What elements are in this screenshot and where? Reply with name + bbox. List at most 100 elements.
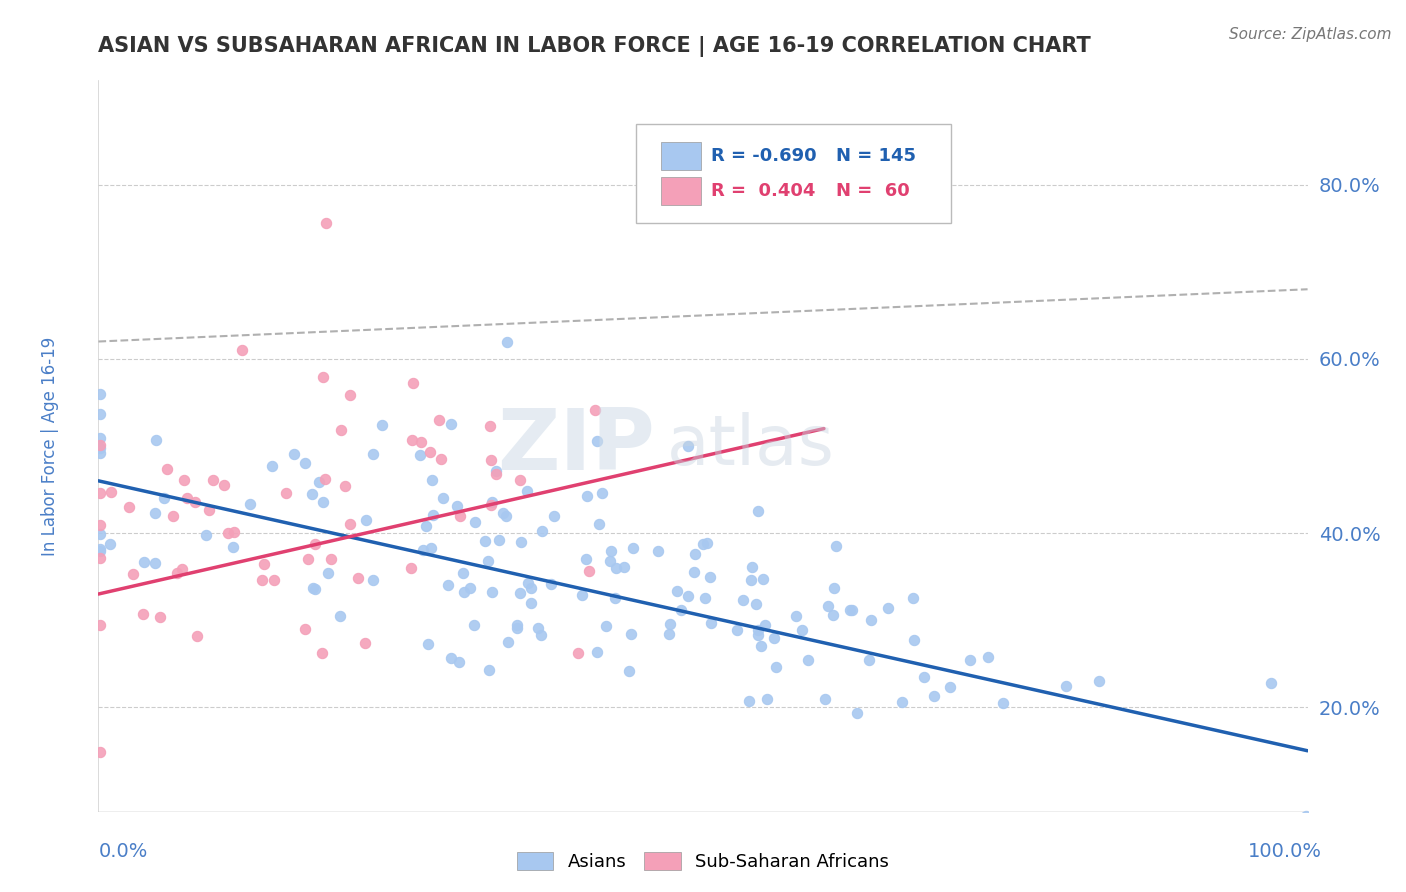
Point <box>543 509 565 524</box>
Point <box>263 573 285 587</box>
Point <box>122 566 145 581</box>
Point <box>599 554 621 568</box>
Point <box>440 417 463 431</box>
Point <box>453 566 475 581</box>
Point <box>747 628 769 642</box>
Point <box>619 665 641 679</box>
Point <box>361 573 384 587</box>
Point <box>274 486 297 500</box>
Point <box>785 609 807 624</box>
Point <box>1295 808 1317 822</box>
Point <box>669 603 692 617</box>
Point <box>401 434 423 448</box>
Point <box>176 491 198 506</box>
Point <box>162 508 184 523</box>
Point <box>294 623 316 637</box>
FancyBboxPatch shape <box>661 177 700 204</box>
Point <box>495 334 517 349</box>
Point <box>858 653 880 667</box>
Point <box>1088 674 1111 689</box>
Point <box>301 581 323 595</box>
Point <box>89 551 111 566</box>
Text: atlas: atlas <box>666 412 835 480</box>
Point <box>131 607 153 621</box>
Point <box>683 547 706 561</box>
Point <box>531 524 554 538</box>
Point <box>492 506 515 520</box>
Point <box>738 694 761 708</box>
Point <box>477 554 499 568</box>
Point <box>301 487 323 501</box>
Point <box>621 541 644 556</box>
Point <box>89 517 111 532</box>
Point <box>89 745 111 759</box>
Point <box>754 617 776 632</box>
Point <box>571 588 593 602</box>
Point <box>89 431 111 445</box>
Point <box>540 577 562 591</box>
Point <box>416 637 439 651</box>
FancyBboxPatch shape <box>661 143 700 170</box>
Point <box>419 541 441 556</box>
Point <box>89 485 111 500</box>
Point <box>520 597 543 611</box>
Point <box>600 543 623 558</box>
Point <box>294 456 316 470</box>
Point <box>527 621 550 635</box>
Point <box>509 585 531 599</box>
Point <box>172 562 194 576</box>
Point <box>361 447 384 461</box>
Point <box>145 433 167 447</box>
Point <box>143 506 166 520</box>
Point <box>516 483 538 498</box>
Point <box>89 544 111 558</box>
Point <box>839 603 862 617</box>
Point <box>1260 676 1282 690</box>
Point <box>603 591 626 606</box>
Point <box>583 403 606 417</box>
Point <box>613 559 636 574</box>
Text: ZIP: ZIP <box>496 404 655 488</box>
Point <box>399 560 422 574</box>
Point <box>143 556 166 570</box>
Point <box>520 581 543 595</box>
Point <box>311 494 333 508</box>
Point <box>751 572 773 586</box>
Point <box>823 582 845 596</box>
Point <box>509 535 531 549</box>
Point <box>412 543 434 558</box>
Point <box>903 632 925 647</box>
Point <box>411 435 433 450</box>
Point <box>432 491 454 505</box>
Point <box>173 473 195 487</box>
Point <box>474 534 496 549</box>
Point <box>436 577 458 591</box>
Point <box>314 472 336 486</box>
Point <box>741 559 763 574</box>
Point <box>740 573 762 587</box>
Point <box>620 627 643 641</box>
Point <box>506 621 529 635</box>
Point <box>89 438 111 452</box>
Point <box>509 473 531 487</box>
FancyBboxPatch shape <box>637 124 950 223</box>
Point <box>647 544 669 558</box>
Point <box>186 629 208 643</box>
Point <box>89 445 111 459</box>
Point <box>765 660 787 674</box>
Point <box>481 584 503 599</box>
Point <box>283 447 305 461</box>
Point <box>329 608 352 623</box>
Point <box>517 575 540 590</box>
Point <box>319 552 342 566</box>
Point <box>89 387 111 401</box>
Point <box>683 565 706 579</box>
Point <box>814 692 837 706</box>
Point <box>478 663 501 677</box>
Point <box>149 609 172 624</box>
Point <box>197 502 219 516</box>
Point <box>756 692 779 706</box>
Text: N = 145: N = 145 <box>837 147 915 165</box>
Point <box>89 407 111 421</box>
Point <box>595 619 617 633</box>
